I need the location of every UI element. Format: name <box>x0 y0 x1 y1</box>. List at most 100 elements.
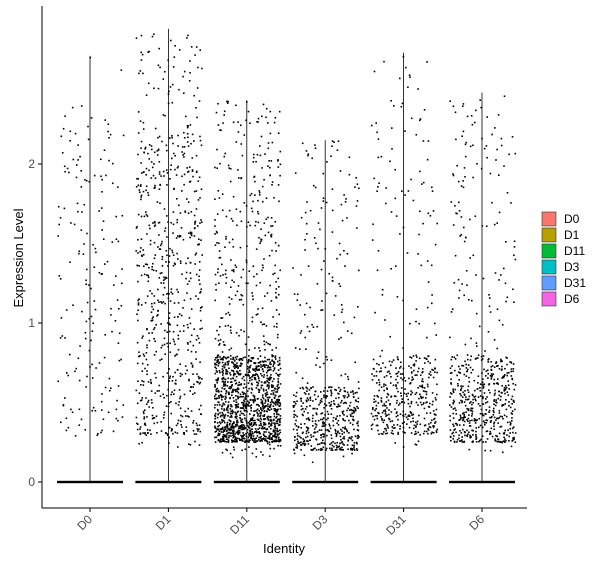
data-point <box>158 390 160 392</box>
data-point <box>318 429 321 431</box>
data-point <box>436 371 438 374</box>
data-point <box>230 385 233 387</box>
data-point <box>459 372 462 374</box>
data-point <box>172 330 175 333</box>
data-point <box>231 405 233 408</box>
data-point <box>300 397 303 400</box>
data-point <box>157 64 160 67</box>
data-point <box>472 429 474 432</box>
data-point <box>227 405 229 408</box>
data-point <box>88 180 91 183</box>
violin-D3 <box>292 140 360 484</box>
data-point <box>273 426 276 428</box>
data-point <box>267 165 269 167</box>
data-point <box>248 441 250 443</box>
data-point <box>219 433 221 435</box>
data-point <box>484 424 486 426</box>
data-point <box>229 432 232 435</box>
data-point <box>239 439 241 441</box>
data-point <box>489 433 491 435</box>
data-point <box>140 147 142 149</box>
data-point <box>296 438 299 440</box>
data-point <box>146 346 148 349</box>
data-point <box>378 182 380 184</box>
data-point <box>277 408 279 411</box>
data-point <box>177 235 179 237</box>
data-point <box>137 184 140 187</box>
data-point <box>187 34 189 37</box>
data-point <box>247 371 250 373</box>
data-point <box>221 368 224 370</box>
data-point <box>180 414 182 417</box>
data-point <box>271 398 273 401</box>
data-point <box>471 393 474 396</box>
data-point <box>252 400 255 403</box>
data-point <box>188 317 191 319</box>
data-point <box>505 300 507 303</box>
data-point <box>199 292 201 294</box>
data-point <box>277 434 279 436</box>
data-point <box>261 396 264 398</box>
data-point <box>513 388 516 391</box>
data-point <box>140 247 142 249</box>
data-point <box>279 395 281 397</box>
data-point <box>496 308 499 310</box>
data-point <box>466 407 468 410</box>
data-point <box>460 417 462 420</box>
data-point <box>314 186 317 189</box>
data-point <box>197 298 200 300</box>
data-point <box>264 381 266 383</box>
data-point <box>494 389 496 392</box>
data-point <box>410 357 413 359</box>
data-point <box>318 443 321 445</box>
data-point <box>105 174 107 177</box>
data-point <box>319 402 321 404</box>
data-point <box>336 441 339 444</box>
data-point <box>277 378 280 380</box>
data-point <box>432 425 434 427</box>
data-point <box>214 366 216 368</box>
data-point <box>255 430 258 432</box>
data-point <box>321 412 324 414</box>
data-point <box>430 432 433 435</box>
data-point <box>225 238 227 240</box>
data-point <box>231 269 233 272</box>
data-point <box>246 400 249 402</box>
data-point <box>241 401 243 404</box>
data-point <box>428 373 431 375</box>
data-point <box>238 437 240 440</box>
data-point <box>293 394 295 396</box>
data-point <box>189 390 191 392</box>
data-point <box>449 336 451 339</box>
data-point <box>415 432 417 435</box>
data-point <box>263 422 266 424</box>
data-point <box>490 432 492 435</box>
data-point <box>339 285 342 287</box>
data-point <box>509 406 512 409</box>
data-point <box>153 241 156 244</box>
data-point <box>512 437 514 439</box>
data-point <box>217 268 219 270</box>
data-point <box>427 405 430 408</box>
data-point <box>341 441 344 443</box>
data-point <box>262 404 264 407</box>
data-point <box>115 417 118 420</box>
data-point <box>498 319 501 322</box>
data-point <box>224 428 227 430</box>
data-point <box>174 168 176 171</box>
data-point <box>277 333 279 336</box>
data-point <box>218 421 221 423</box>
data-point <box>100 175 102 178</box>
data-point <box>215 430 218 432</box>
data-point <box>154 177 157 179</box>
data-point <box>274 431 276 434</box>
data-point <box>245 419 247 422</box>
data-point <box>258 369 260 371</box>
data-point <box>271 181 274 183</box>
data-point <box>277 444 279 447</box>
data-point <box>234 379 236 382</box>
data-point <box>171 428 173 430</box>
data-point <box>77 159 79 161</box>
data-point <box>250 207 253 210</box>
